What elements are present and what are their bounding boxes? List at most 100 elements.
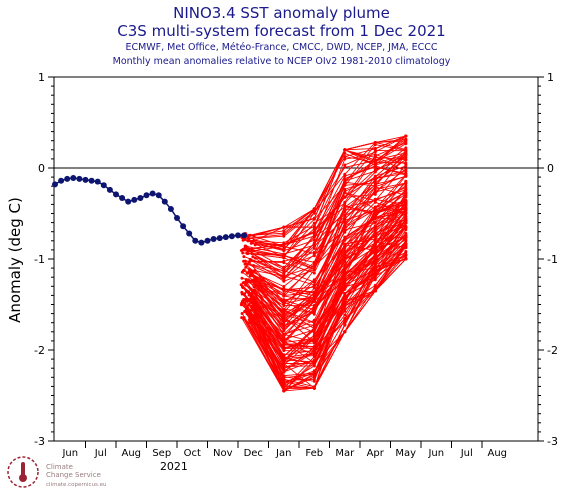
- forecast-point: [373, 272, 377, 276]
- forecast-point: [343, 163, 347, 167]
- observed-point: [82, 176, 89, 183]
- forecast-point: [282, 359, 286, 363]
- forecast-point: [282, 365, 286, 369]
- forecast-point: [343, 278, 347, 282]
- forecast-point: [404, 139, 408, 143]
- forecast-point: [373, 237, 377, 241]
- forecast-point: [282, 309, 286, 313]
- forecast-point: [373, 274, 377, 278]
- forecast-point: [373, 205, 377, 209]
- forecast-point: [312, 295, 316, 299]
- forecast-point: [404, 202, 408, 206]
- forecast-point: [312, 369, 316, 373]
- forecast-point: [343, 165, 347, 169]
- x-tick-label: Jun: [427, 448, 444, 459]
- observed-point: [174, 215, 180, 222]
- forecast-point: [343, 267, 347, 270]
- forecast-point: [373, 158, 377, 162]
- forecast-point: [343, 296, 347, 300]
- observed-point: [180, 223, 187, 230]
- forecast-point: [373, 150, 377, 154]
- forecast-point: [282, 225, 286, 229]
- forecast-member-line: [241, 135, 406, 238]
- forecast-point: [404, 161, 408, 165]
- forecast-point: [373, 174, 377, 178]
- forecast-member-line: [244, 222, 407, 357]
- forecast-point: [373, 262, 377, 266]
- forecast-member-line: [246, 142, 406, 250]
- forecast-point: [373, 187, 377, 191]
- thermometer-logo-icon: [7, 456, 39, 488]
- forecast-point: [312, 304, 316, 308]
- forecast-member-line: [246, 200, 407, 327]
- forecast-point: [312, 358, 316, 362]
- forecast-point: [312, 326, 316, 330]
- forecast-point: [241, 238, 245, 242]
- forecast-point: [312, 299, 316, 303]
- observed-point: [186, 230, 193, 237]
- forecast-point: [282, 229, 286, 233]
- forecast-member-line: [243, 217, 406, 320]
- x-tick-label: Jun: [61, 448, 78, 459]
- observed-point: [94, 178, 101, 185]
- forecast-member-line: [243, 220, 407, 368]
- copernicus-logo: Climate Change Service climate.copernicu…: [6, 455, 116, 493]
- forecast-point: [312, 321, 316, 324]
- forecast-point: [312, 308, 316, 311]
- forecast-point: [312, 271, 316, 275]
- forecast-point: [282, 349, 286, 353]
- forecast-point: [404, 158, 408, 162]
- forecast-point: [373, 185, 377, 189]
- forecast-point: [312, 349, 316, 353]
- forecast-point: [404, 216, 408, 220]
- forecast-point: [404, 164, 408, 168]
- forecast-member-line: [248, 140, 406, 239]
- forecast-point: [312, 217, 316, 221]
- forecast-member-line: [248, 239, 407, 349]
- forecast-member-line: [250, 203, 406, 301]
- forecast-point: [282, 259, 286, 263]
- forecast-point: [404, 147, 408, 151]
- forecast-point: [282, 287, 286, 291]
- forecast-point: [240, 316, 244, 320]
- y-tick-label-left: 1: [38, 71, 45, 84]
- forecast-point: [282, 266, 286, 270]
- forecast-point: [373, 289, 377, 293]
- forecast-point: [282, 285, 286, 288]
- y-tick-label-left: 0: [38, 162, 45, 175]
- forecast-member-line: [244, 257, 407, 373]
- forecast-point: [343, 251, 347, 255]
- forecast-point: [343, 204, 347, 208]
- forecast-member-line: [240, 203, 407, 323]
- observed-point: [222, 234, 229, 241]
- forecast-member-line: [246, 151, 407, 270]
- forecast-point: [312, 207, 316, 211]
- observed-point: [235, 232, 241, 239]
- forecast-point: [312, 279, 316, 283]
- forecast-point: [404, 142, 408, 146]
- observed-point: [210, 235, 217, 242]
- observed-point: [155, 192, 162, 199]
- forecast-point: [343, 195, 347, 199]
- forecast-point: [312, 337, 316, 341]
- forecast-point: [244, 265, 248, 269]
- forecast-point: [343, 187, 347, 191]
- y-tick-label-left: -1: [34, 253, 45, 266]
- forecast-point: [343, 258, 347, 262]
- y-tick-label-left: -3: [34, 435, 45, 448]
- forecast-member-line: [243, 144, 406, 246]
- forecast-member-line: [242, 236, 406, 362]
- forecast-member-line: [243, 154, 407, 272]
- forecast-point: [373, 146, 377, 150]
- forecast-point: [404, 246, 408, 250]
- forecast-point: [373, 181, 377, 185]
- forecast-point: [239, 283, 243, 287]
- x-tick-label: Dec: [244, 448, 263, 459]
- observed-point: [167, 205, 174, 212]
- forecast-point: [404, 181, 408, 185]
- observed-point: [76, 175, 83, 182]
- forecast-point: [312, 318, 316, 322]
- forecast-member-line: [242, 197, 407, 331]
- observed-point: [216, 235, 223, 242]
- forecast-point: [373, 250, 377, 254]
